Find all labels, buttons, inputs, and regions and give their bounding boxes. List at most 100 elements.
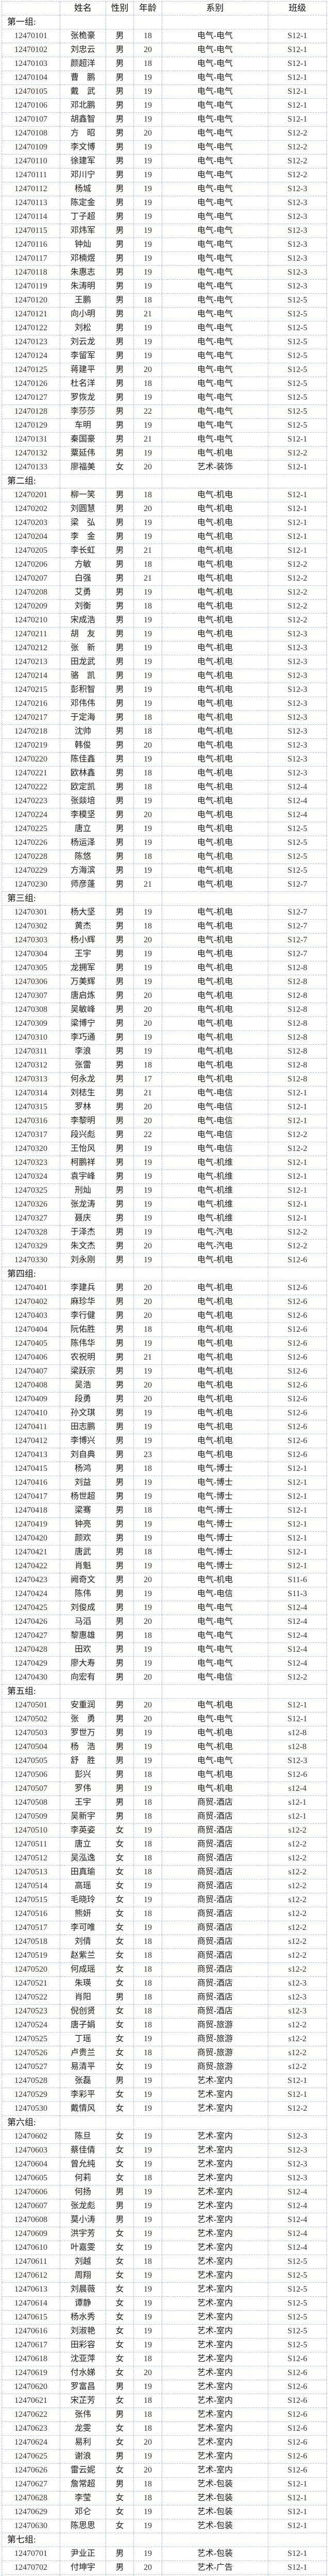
department-cell: 电气-电气 (162, 1615, 268, 1629)
table-row: 12470221 欧林鑫男 18 电气-机电 S12-3 (2, 767, 327, 781)
gender-cell: 男 (106, 1546, 134, 1559)
department-cell: 电气-电气 (162, 141, 268, 154)
table-row: 12470310 李巧通男 19 电气-机电 S12-8 (2, 1031, 327, 1045)
age-cell: 19 (134, 1587, 162, 1601)
class-cell: S12-5 (268, 850, 327, 863)
table-row: 12470301 杨大坚男 19 电气-机电 S12-7 (2, 906, 327, 920)
gender-cell: 男 (106, 641, 134, 655)
rows-container: 第一组: 12470101 张桅豪男 18 电气-电气 S12-1 12470102 刘忠云男… (2, 15, 327, 2576)
name-cell: 颜超洋 (60, 57, 106, 71)
table-row: 12470303 杨小辉男 20 电气-机电 S12-7 (2, 934, 327, 947)
table-row: 12470128 李莎莎男 22 电气-电气 S12-5 (2, 405, 327, 419)
gender-cell: 男 (106, 1490, 134, 1503)
age-cell: 19 (134, 2311, 162, 2324)
student-id-cell: 12470523 (2, 2005, 60, 2018)
student-id-cell: 12470317 (2, 1128, 60, 1142)
age-cell: 19 (134, 2199, 162, 2213)
student-id-cell: 12470412 (2, 1434, 60, 1448)
table-row: 12470113 陈定金男 19 电气-电气 S12-3 (2, 196, 327, 210)
gender-cell: 男 (106, 1059, 134, 1072)
name-cell: 洪宇芳 (60, 2227, 106, 2241)
empty-cell (60, 892, 106, 905)
department-cell: 艺术-广告 (162, 2561, 268, 2574)
name-cell: 柳一笑 (60, 488, 106, 502)
table-row: 12470423 阙奇文男 20 电气-机电 S11-6 (2, 1573, 327, 1587)
age-cell: 19 (134, 836, 162, 850)
gender-cell: 男 (106, 1420, 134, 1434)
age-cell: 19 (134, 2325, 162, 2338)
name-cell: 宋成浩 (60, 614, 106, 627)
student-id-cell: 12470630 (2, 2519, 60, 2533)
class-cell: S12-6 (268, 2450, 327, 2463)
student-id-cell: 12470509 (2, 1810, 60, 1823)
department-cell: 电气-电信 (162, 1587, 268, 1601)
department-cell: 电气-机电 (162, 975, 268, 989)
table-row: 12470627 詹常超男 18 艺术-包装 S12-1 (2, 2478, 327, 2492)
student-id-cell: 12470209 (2, 600, 60, 613)
department-cell: 电气-机电 (162, 1295, 268, 1309)
department-cell: 电气-机电 (162, 1253, 268, 1267)
name-cell: 朱瑛 (60, 1977, 106, 1990)
department-cell: 商贸-酒店 (162, 1935, 268, 1948)
department-cell: 电气-电气 (162, 433, 268, 446)
class-cell: S12-1 (268, 1713, 327, 1726)
student-id-cell: 12470413 (2, 1448, 60, 1462)
table-row: 12470307 唐启炼男 20 电气-机电 S12-8 (2, 989, 327, 1003)
class-cell: S12-5 (268, 335, 327, 349)
age-cell: 19 (134, 2130, 162, 2143)
student-id-cell: 12470411 (2, 1420, 60, 1434)
age-cell: 18 (134, 711, 162, 724)
name-cell: 农祝明 (60, 1351, 106, 1364)
name-cell: 孙文琪 (60, 1406, 106, 1420)
gender-cell: 女 (106, 2130, 134, 2143)
age-cell: 19 (134, 947, 162, 961)
gender-cell: 男 (106, 794, 134, 808)
department-cell: 商贸-旅游 (162, 2019, 268, 2032)
student-id-cell: 12470415 (2, 1462, 60, 1476)
department-cell: 电气-机电 (162, 753, 268, 766)
name-cell: 杨运泽 (60, 836, 106, 850)
class-cell: S12-3 (268, 266, 327, 279)
table-row: 12470409 段勇男 20 电气-机电 S12-6 (2, 1393, 327, 1406)
student-id-cell: 12470524 (2, 2019, 60, 2032)
age-cell: 20 (134, 2561, 162, 2574)
gender-cell: 女 (106, 2436, 134, 2449)
table-row: 12470202 刘圆慧男 20 电气-机电 S12-1 (2, 502, 327, 516)
class-cell: s12-2 (268, 1852, 327, 1865)
class-cell: S12-1 (268, 99, 327, 112)
age-cell: 19 (134, 196, 162, 210)
department-cell: 艺术-室内 (162, 2227, 268, 2241)
table-row: 12470326 张龙涛男 19 电气-机维 S12-1 (2, 1198, 327, 1212)
table-row: 12470418 梁骞男 18 电气-博士 S12-1 (2, 1504, 327, 1518)
table-row: 12470111 邓川宁男 19 电气-电气 S12-2 (2, 168, 327, 182)
age-cell: 18 (134, 1935, 162, 1948)
table-row: 12470520 何成瑶女 18 商贸-酒店 s12-2 (2, 1963, 327, 1977)
table-row: 12470107 胡鑫智男 19 电气-电气 S12-1 (2, 113, 327, 127)
student-id-cell: 12470101 (2, 29, 60, 43)
name-cell: 李黎明 (60, 1114, 106, 1128)
name-cell: 刘云龙 (60, 335, 106, 349)
table-row: 12470523 倪创贤女 18 商贸-酒店 s12-3 (2, 2005, 327, 2019)
department-cell: 电气-电气 (162, 1601, 268, 1615)
age-cell: 20 (134, 1240, 162, 1253)
class-cell: S12-1 (268, 71, 327, 84)
name-cell: 曾允纯 (60, 2158, 106, 2171)
name-cell: 张磊 (60, 2074, 106, 2088)
department-cell: 艺术-室内 (162, 2130, 268, 2143)
student-id-cell: 12470701 (2, 2547, 60, 2561)
age-cell: 19 (134, 2547, 162, 2561)
age-cell: 18 (134, 2394, 162, 2408)
table-row: 12470117 邓楠煜男 19 电气-电气 S12-3 (2, 252, 327, 266)
name-cell: 王怡风 (60, 1142, 106, 1156)
class-cell: S12-2 (268, 168, 327, 182)
table-row: 12470427 黎惠雄男 18 电气-电气 S12-4 (2, 1629, 327, 1643)
student-id-cell: 12470605 (2, 2172, 60, 2185)
age-cell: 19 (134, 1490, 162, 1503)
name-cell: 向宏有 (60, 1671, 106, 1684)
table-row: 12470620 罗富昌男 19 艺术-室内 S12-6 (2, 2380, 327, 2394)
gender-cell: 男 (106, 697, 134, 710)
department-cell: 商贸-酒店 (162, 1866, 268, 1879)
name-cell: 秦国豪 (60, 433, 106, 446)
table-row: 12470621 宋芷芳女 18 艺术-室内 S12-6 (2, 2394, 327, 2408)
age-cell: 19 (134, 1045, 162, 1058)
